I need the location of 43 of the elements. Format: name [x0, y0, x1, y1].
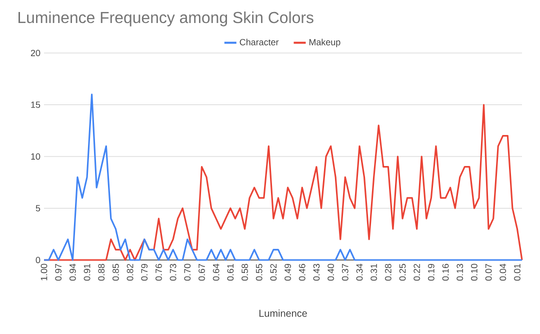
- y-tick-label: 0: [36, 256, 40, 264]
- x-tick-label: 0.97: [55, 264, 62, 281]
- x-tick-label: 0.52: [270, 264, 277, 281]
- x-tick-label: 0.91: [84, 264, 90, 281]
- x-tick-label: 1.00: [40, 264, 48, 280]
- x-tick-label: 0.07: [485, 264, 492, 281]
- x-tick-label: 0.40: [328, 264, 334, 281]
- x-tick-label: 0.67: [198, 264, 205, 281]
- x-tick-label: 0.25: [399, 264, 406, 281]
- legend-label: Makeup: [309, 38, 340, 48]
- x-tick-label: 0.43: [313, 264, 320, 281]
- x-tick-label: 0.76: [156, 264, 162, 281]
- x-tick-label: 0.22: [414, 264, 420, 281]
- x-tick-label: 0.64: [212, 264, 220, 281]
- x-tick-label: 0.73: [170, 264, 176, 281]
- x-tick-label: 0.58: [242, 264, 248, 281]
- x-tick-label: 0.19: [428, 264, 434, 281]
- x-tick-label: 0.46: [298, 264, 306, 281]
- y-tick-label: 15: [31, 102, 40, 108]
- x-tick-label: 0.16: [442, 264, 449, 281]
- x-tick-label: 0.94: [70, 264, 76, 281]
- x-tick-label: 0.13: [456, 264, 464, 281]
- chart-title: Luminence Frequency among Skin Colors: [18, 11, 314, 26]
- y-tick-label: 5: [36, 205, 40, 212]
- x-tick-label: 0.79: [141, 264, 148, 281]
- x-tick-label: 0.04: [500, 264, 506, 281]
- x-tick-label: 0.85: [112, 264, 119, 281]
- x-tick-label: 0.37: [342, 264, 348, 281]
- x-tick-label: 0.55: [256, 264, 262, 281]
- x-tick-label: 0.34: [356, 264, 363, 281]
- x-tick-label: 0.88: [98, 264, 105, 281]
- x-tick-label: 0.10: [471, 264, 478, 281]
- x-tick-label: 0.61: [227, 264, 234, 281]
- y-tick-label: 10: [31, 153, 40, 160]
- x-tick-label: 0.49: [284, 264, 291, 281]
- y-tick-label: 20: [30, 50, 40, 56]
- x-axis-title: Luminence: [259, 310, 307, 317]
- x-tick-label: 0.31: [370, 264, 378, 281]
- x-tick-label: 0.28: [384, 264, 392, 281]
- legend-label: Character: [240, 38, 279, 46]
- x-tick-label: 0.70: [184, 264, 191, 281]
- x-tick-label: 0.01: [514, 264, 520, 281]
- x-tick-label: 0.82: [126, 264, 134, 281]
